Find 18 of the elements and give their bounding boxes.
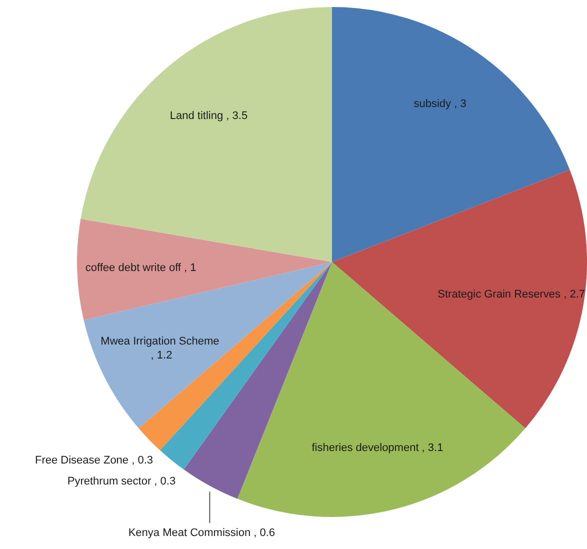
- data-label: , 1: [184, 262, 196, 274]
- slice-label: Kenya Meat Commission: [128, 527, 251, 540]
- slice-label: coffee debt write off: [85, 262, 182, 274]
- slice-label: Mwea Irrigation Scheme: [100, 336, 220, 348]
- data-label: , 0.3: [132, 454, 154, 467]
- data-label: , 3.1: [422, 442, 444, 454]
- slice-label: Free Disease Zone: [35, 454, 129, 467]
- data-label: , 1.2: [150, 350, 172, 362]
- slice-label: Strategic Grain Reserves: [438, 288, 562, 300]
- slice-label: Land titling: [170, 110, 224, 122]
- slice-label: fisheries development: [312, 442, 419, 454]
- data-label: , 3: [454, 98, 466, 110]
- slice-label: Pyrethrum sector: [67, 475, 152, 488]
- data-label: , 0.6: [254, 527, 276, 540]
- data-label: , 2.7: [564, 288, 585, 300]
- data-label: , 0.3: [154, 475, 176, 488]
- slice-label: subsidy: [414, 98, 452, 110]
- data-label: , 3.5: [226, 110, 248, 122]
